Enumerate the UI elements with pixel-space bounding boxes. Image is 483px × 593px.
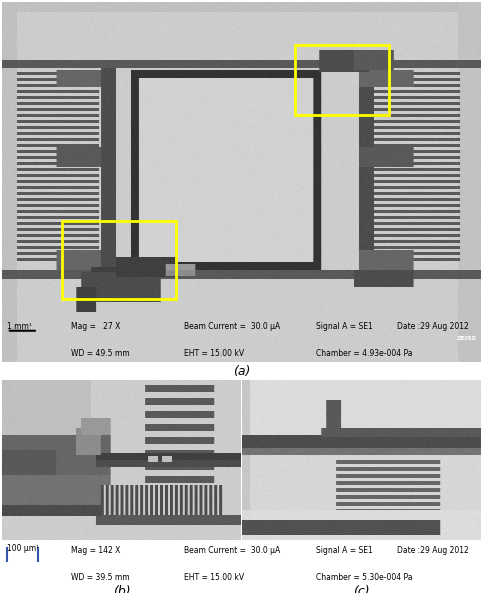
Bar <box>62 221 176 298</box>
Text: Chamber = 5.30e-004 Pa: Chamber = 5.30e-004 Pa <box>316 573 412 582</box>
Text: WD = 49.5 mm: WD = 49.5 mm <box>71 349 130 358</box>
Text: Signal A = SE1: Signal A = SE1 <box>316 546 372 554</box>
Text: EHT = 15.00 kV: EHT = 15.00 kV <box>184 349 244 358</box>
Text: ZEISS: ZEISS <box>457 560 477 566</box>
Text: EHT = 15.00 kV: EHT = 15.00 kV <box>184 573 244 582</box>
Text: Date :29 Aug 2012: Date :29 Aug 2012 <box>397 321 469 330</box>
Text: 100 μm¹: 100 μm¹ <box>7 544 39 553</box>
Text: Beam Current =  30.0 μA: Beam Current = 30.0 μA <box>184 546 280 554</box>
Text: (b): (b) <box>113 585 130 593</box>
Text: ZEISS: ZEISS <box>457 336 477 342</box>
Text: Beam Current =  30.0 μA: Beam Current = 30.0 μA <box>184 321 280 330</box>
Text: Chamber = 4.93e-004 Pa: Chamber = 4.93e-004 Pa <box>316 349 412 358</box>
Text: WD = 39.5 mm: WD = 39.5 mm <box>71 573 130 582</box>
Text: 1 mm¹: 1 mm¹ <box>7 321 32 330</box>
Text: Mag =   27 X: Mag = 27 X <box>71 321 121 330</box>
Text: Signal A = SE1: Signal A = SE1 <box>316 321 372 330</box>
Text: (a): (a) <box>233 365 250 378</box>
Bar <box>295 44 389 114</box>
Text: (c): (c) <box>353 585 369 593</box>
Text: Mag = 142 X: Mag = 142 X <box>71 546 121 554</box>
Text: Date :29 Aug 2012: Date :29 Aug 2012 <box>397 546 469 554</box>
